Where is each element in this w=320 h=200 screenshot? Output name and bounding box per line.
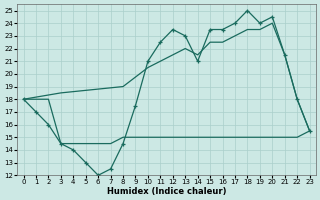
X-axis label: Humidex (Indice chaleur): Humidex (Indice chaleur) xyxy=(107,187,226,196)
